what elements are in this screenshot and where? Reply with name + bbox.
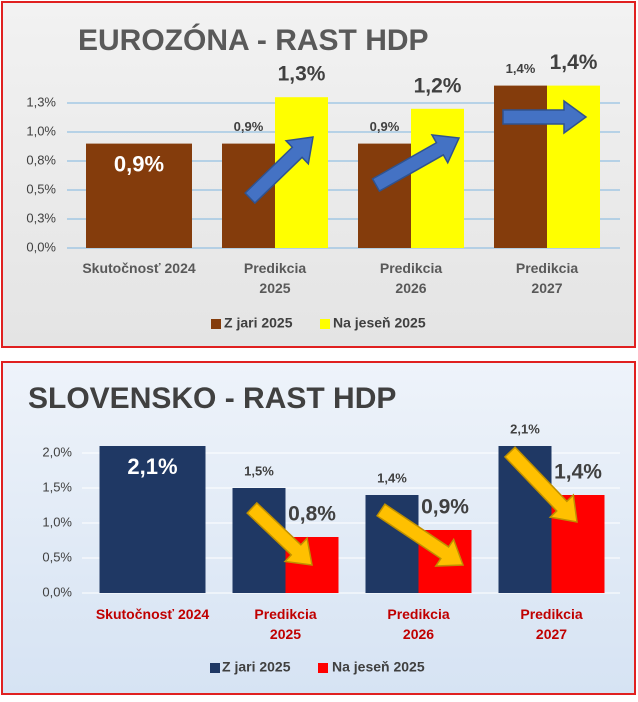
value-label: 1,3%	[278, 63, 326, 86]
value-label: 0,9%	[234, 119, 264, 134]
x-tick-label: Predikcia 2027	[515, 260, 579, 296]
arrow	[244, 136, 314, 205]
value-label: 0,9%	[421, 496, 469, 519]
x-tick-label: Skutočnosť 2024	[95, 606, 210, 622]
arrow	[246, 501, 313, 566]
x-label-box: Skutočnosť 2024	[95, 606, 210, 622]
x-label-box: Predikcia 2025	[243, 260, 307, 296]
y-tick-label: 1,0%	[26, 123, 56, 138]
value-label: 1,4%	[550, 51, 598, 74]
y-tick-label: 0,8%	[26, 152, 56, 167]
arrow	[502, 99, 588, 135]
value-label: 1,4%	[554, 461, 602, 484]
x-label-box: Predikcia 2026	[379, 260, 443, 296]
bar	[411, 108, 464, 248]
x-tick-label: Predikcia 2026	[387, 606, 450, 642]
x-label-box: Skutočnosť 2024	[82, 260, 196, 276]
legend-label: Z jari 2025	[222, 659, 291, 675]
y-tick-label: 1,0%	[42, 514, 72, 529]
x-tick-label: Predikcia 2026	[379, 260, 443, 296]
value-label: 1,2%	[414, 74, 462, 97]
x-tick-label: Skutočnosť 2024	[82, 260, 196, 276]
x-tick-label: Predikcia 2025	[254, 606, 317, 642]
y-tick-label: 0,5%	[42, 549, 72, 564]
legend-label: Na jeseň 2025	[332, 659, 425, 675]
arrow	[376, 503, 465, 567]
value-label: 1,4%	[506, 61, 536, 76]
y-tick-label: 0,3%	[26, 210, 56, 225]
bar	[358, 143, 411, 248]
x-label-box: Predikcia 2026	[387, 606, 450, 642]
y-tick-label: 1,5%	[42, 479, 72, 494]
legend-swatch	[211, 319, 221, 329]
legend-swatch	[210, 663, 220, 673]
y-tick-label: 0,5%	[26, 181, 56, 196]
x-label-box: Predikcia 2027	[520, 606, 583, 642]
value-label: 2,1%	[127, 454, 177, 479]
chart-title: SLOVENSKO - RAST HDP	[28, 382, 396, 415]
value-label: 1,5%	[244, 463, 274, 478]
x-label-box: Predikcia 2025	[254, 606, 317, 642]
y-tick-label: 0,0%	[42, 584, 72, 599]
chart-title: EUROZÓNA - RAST HDP	[78, 23, 429, 57]
legend-label: Na jeseň 2025	[333, 315, 426, 331]
x-label-box: Predikcia 2027	[515, 260, 579, 296]
value-label: 0,9%	[114, 151, 164, 176]
value-label: 2,1%	[510, 421, 540, 436]
legend-swatch	[320, 319, 330, 329]
bar	[99, 446, 206, 593]
x-tick-label: Predikcia 2025	[243, 260, 307, 296]
value-label: 0,8%	[288, 503, 336, 526]
y-tick-label: 0,0%	[26, 239, 56, 254]
x-tick-label: Predikcia 2027	[520, 606, 583, 642]
legend-swatch	[318, 663, 328, 673]
value-label: 1,4%	[377, 470, 407, 485]
y-tick-label: 2,0%	[42, 444, 72, 459]
value-label: 0,9%	[370, 119, 400, 134]
arrow	[503, 446, 578, 523]
legend-label: Z jari 2025	[224, 315, 293, 331]
y-tick-label: 1,3%	[26, 94, 56, 109]
arrow	[371, 134, 461, 193]
bar	[86, 143, 192, 248]
